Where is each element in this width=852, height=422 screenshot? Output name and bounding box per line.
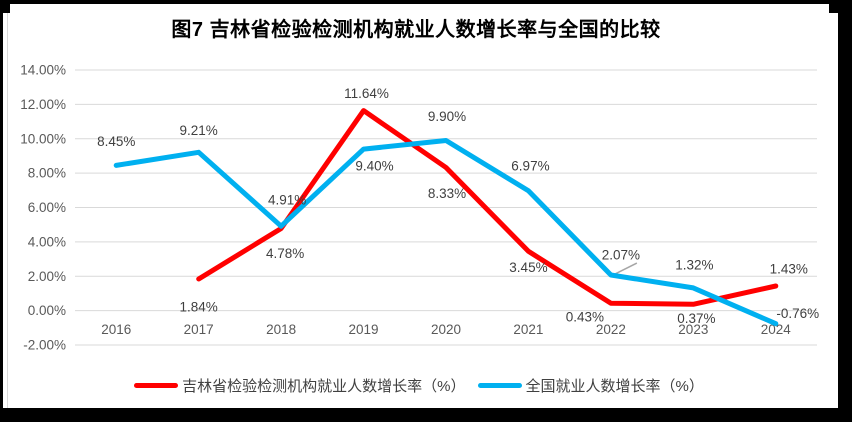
y-tick-label: 4.00% (28, 234, 66, 249)
series-line-jilin (196, 108, 779, 307)
legend-item-national: 全国就业人数增长率（%） (477, 375, 704, 396)
x-tick-label: 2018 (266, 322, 296, 337)
data-label: 1.43% (770, 262, 808, 277)
legend-swatch-jilin-red-line (134, 383, 179, 388)
y-tick-label: 0.00% (28, 303, 66, 318)
y-tick-label: 10.00% (20, 131, 66, 146)
legend-label-jilin: 吉林省检验检测机构就业人数增长率（%） (182, 378, 466, 395)
data-label: 3.45% (509, 260, 547, 275)
x-tick-label: 2023 (678, 322, 708, 337)
data-label: 9.21% (180, 123, 218, 138)
data-label-leader-line (614, 262, 638, 275)
data-label: 1.32% (675, 257, 713, 272)
y-tick-label: 12.00% (20, 97, 66, 112)
y-tick-label: 14.00% (20, 63, 66, 78)
data-label: -0.76% (776, 306, 819, 321)
chart-legend: 吉林省检验检测机构就业人数增长率（%） 全国就业人数增长率（%） (0, 375, 838, 396)
data-label: 8.45% (97, 134, 135, 149)
x-tick-label: 2022 (596, 322, 626, 337)
frame-bottom-bar (0, 408, 852, 422)
x-tick-label: 2016 (101, 322, 131, 337)
frame-left-strip (0, 0, 3, 422)
data-label: 6.97% (511, 158, 549, 173)
y-tick-label: 2.00% (28, 269, 66, 284)
y-tick-label: -2.00% (23, 338, 66, 353)
legend-swatch-national-blue-line (477, 383, 522, 388)
frame-right-strip (838, 0, 852, 422)
data-label: 0.43% (566, 310, 604, 325)
data-label: 4.78% (266, 246, 304, 261)
x-tick-label: 2021 (513, 322, 543, 337)
data-label: 1.84% (180, 300, 218, 315)
data-label: 0.37% (677, 311, 715, 326)
chart-title: 图7 吉林省检验检测机构就业人数增长率与全国的比较 (171, 19, 661, 41)
data-label: 11.64% (344, 86, 389, 101)
x-tick-label: 2019 (349, 322, 379, 337)
legend-label-national: 全国就业人数增长率（%） (525, 378, 704, 395)
y-tick-label: 6.00% (28, 200, 66, 215)
chart-area-border (7, 3, 839, 409)
y-tick-label: 8.00% (28, 166, 66, 181)
frame-corner-top-left (0, 0, 10, 13)
data-label: 2.07% (602, 248, 640, 263)
frame-top-strip (0, 0, 852, 4)
x-tick-label: 2020 (431, 322, 461, 337)
data-label: 4.91% (268, 193, 306, 208)
data-label: 9.40% (355, 159, 393, 174)
x-tick-label: 2024 (761, 322, 792, 337)
series-line-national (113, 138, 779, 327)
data-label: 8.33% (428, 186, 466, 201)
data-label: 9.90% (428, 109, 466, 124)
legend-item-jilin: 吉林省检验检测机构就业人数增长率（%） (134, 375, 466, 396)
x-tick-label: 2017 (184, 322, 214, 337)
